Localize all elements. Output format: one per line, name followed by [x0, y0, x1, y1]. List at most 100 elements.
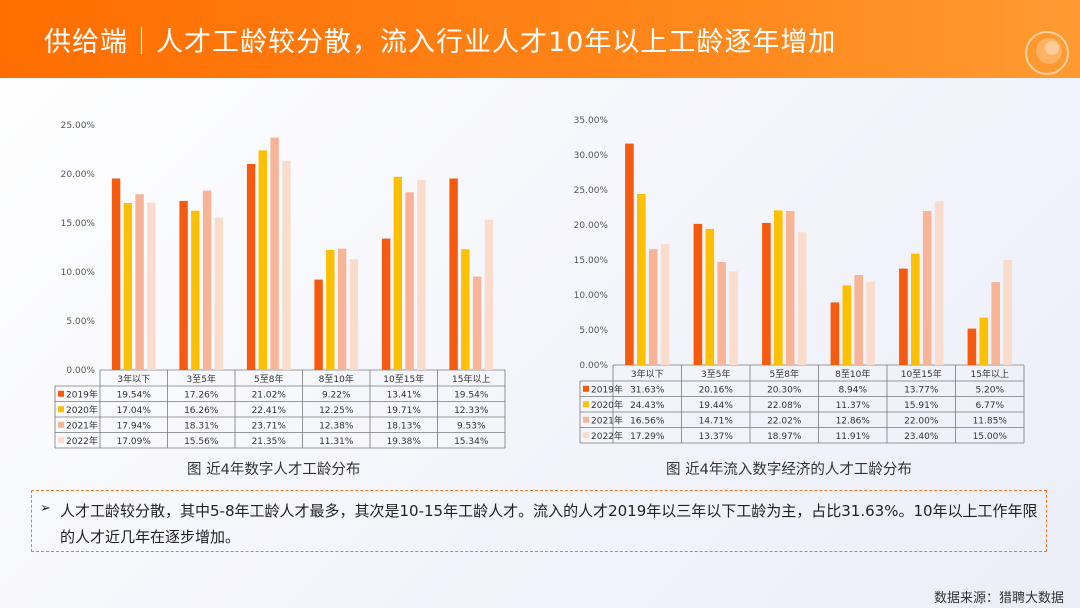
y-tick-label: 15.00%: [61, 219, 96, 229]
y-tick-label: 15.00%: [574, 256, 609, 266]
data-label: 11.91%: [836, 432, 871, 442]
data-label: 17.09%: [117, 437, 152, 447]
bar-2020年-5至8年: [258, 150, 267, 370]
data-label: 21.35%: [252, 437, 287, 447]
data-label: 13.37%: [699, 432, 734, 442]
data-label: 17.04%: [117, 406, 152, 416]
x-tick-label: 5至8年: [254, 373, 283, 385]
x-tick-label: 15年以上: [971, 368, 1009, 380]
x-tick-label: 5至8年: [770, 368, 799, 380]
data-label: 17.29%: [630, 432, 665, 442]
y-tick-label: 5.00%: [66, 317, 95, 327]
data-label: 18.97%: [767, 432, 802, 442]
bar-2021年-3至5年: [202, 190, 212, 370]
data-label: 19.54%: [117, 390, 152, 400]
bar-2020年-15年以上: [461, 249, 470, 370]
page-title: 供给端｜人才工龄较分散，流入行业人才10年以上工龄逐年增加: [44, 27, 837, 58]
data-label: 12.33%: [454, 406, 489, 416]
data-label: 20.30%: [767, 385, 802, 395]
data-label: 23.71%: [252, 421, 287, 431]
header-bar: 供给端｜人才工龄较分散，流入行业人才10年以上工龄逐年增加: [0, 0, 1080, 78]
chart-caption-right: 图 近4年流入数字经济的人才工龄分布: [666, 462, 912, 478]
bar-2021年-8至10年: [337, 248, 347, 370]
data-label: 21.02%: [252, 390, 287, 400]
data-label: 15.91%: [904, 401, 939, 411]
bar-2019年-10至15年: [381, 238, 391, 370]
y-tick-label: 10.00%: [61, 268, 96, 278]
bar-2021年-3年以下: [135, 194, 144, 370]
data-label: 19.44%: [699, 401, 734, 411]
legend-label: 2020年: [66, 404, 98, 416]
bar-2019年-3年以下: [111, 178, 121, 370]
bar-2020年-8至10年: [326, 249, 335, 370]
bar-2021年-10至15年: [405, 192, 414, 370]
x-tick-label: 10至15年: [383, 373, 424, 385]
data-label: 19.38%: [387, 437, 422, 447]
bar-2022年-15年以上: [484, 219, 494, 370]
y-tick-label: 30.00%: [574, 151, 609, 161]
bar-2021年-5至8年: [270, 137, 279, 370]
x-tick-label: 3至5年: [701, 368, 730, 380]
bar-2021年-8至10年: [854, 275, 863, 365]
data-label: 11.31%: [319, 437, 354, 447]
data-label: 15.56%: [184, 437, 219, 447]
legend-swatch: [58, 437, 64, 444]
bar-2022年-3年以下: [147, 202, 156, 370]
data-label: 5.20%: [975, 385, 1004, 395]
bar-2020年-3年以下: [637, 194, 646, 365]
data-label: 6.77%: [975, 401, 1004, 411]
bar-2021年-3至5年: [717, 262, 726, 365]
bullet-arrow-icon: ➢: [40, 501, 51, 516]
bar-2019年-10至15年: [899, 268, 908, 365]
data-label: 11.85%: [973, 416, 1008, 426]
legend-swatch: [583, 416, 589, 423]
summary-note: ➢ 人才工龄较分散，其中5-8年工龄人才最多，其次是10-15年工龄人才。流入的…: [31, 490, 1047, 552]
legend-label: 2019年: [66, 388, 98, 400]
data-label: 11.37%: [836, 401, 871, 411]
summary-text: 人才工龄较分散，其中5-8年工龄人才最多，其次是10-15年工龄人才。流入的人才…: [60, 502, 1038, 546]
bar-2021年-10至15年: [922, 211, 932, 365]
legend-label: 2022年: [591, 430, 623, 442]
data-label: 18.13%: [387, 421, 422, 431]
data-label: 9.53%: [457, 421, 486, 431]
bar-2021年-15年以上: [472, 276, 482, 370]
y-tick-label: 25.00%: [61, 121, 96, 131]
bar-2020年-10至15年: [393, 176, 402, 370]
legend-swatch: [58, 421, 64, 428]
bar-2022年-15年以上: [1003, 260, 1012, 365]
data-label: 13.41%: [387, 390, 422, 400]
x-tick-label: 3年以下: [117, 373, 150, 385]
legend-swatch: [583, 432, 589, 439]
y-tick-label: 0.00%: [66, 366, 95, 376]
bar-2022年-10至15年: [417, 180, 426, 370]
legend-swatch: [58, 406, 64, 413]
x-tick-label: 3至5年: [187, 373, 216, 385]
chart-svg: 0.00% 5.00% 10.00% 15.00% 20.00% 25.00% 3年以下 3至…: [54, 121, 506, 449]
bar-2022年-3至5年: [729, 271, 738, 365]
data-label: 12.38%: [319, 421, 354, 431]
data-label: 12.25%: [319, 406, 354, 416]
bar-2019年-3至5年: [179, 200, 188, 370]
bar-2019年-15年以上: [449, 178, 458, 370]
bar-2020年-15年以上: [979, 317, 989, 365]
legend-label: 2019年: [591, 383, 623, 395]
y-tick-label: 35.00%: [574, 116, 609, 126]
y-tick-label: 25.00%: [574, 186, 609, 196]
bar-2022年-5至8年: [282, 160, 291, 370]
data-label: 8.94%: [838, 385, 867, 395]
data-label: 23.40%: [904, 432, 939, 442]
x-tick-label: 8至10年: [835, 368, 870, 380]
bar-2019年-5至8年: [762, 222, 771, 365]
data-label: 18.31%: [184, 421, 219, 431]
y-tick-label: 10.00%: [574, 291, 609, 301]
chart-svg: 0.00% 5.00% 10.00% 15.00% 20.00% 25.00% 30.00%…: [574, 116, 1025, 444]
bar-2022年-10至15年: [934, 201, 944, 365]
bar-2021年-5至8年: [785, 210, 795, 365]
x-tick-label: 3年以下: [631, 368, 664, 380]
x-tick-label: 8至10年: [319, 373, 354, 385]
data-label: 19.54%: [454, 390, 489, 400]
chart-caption-left: 图 近4年数字人才工龄分布: [187, 462, 361, 478]
bar-2020年-10至15年: [911, 253, 920, 365]
bar-2020年-3至5年: [191, 210, 200, 370]
y-tick-label: 0.00%: [579, 361, 608, 371]
